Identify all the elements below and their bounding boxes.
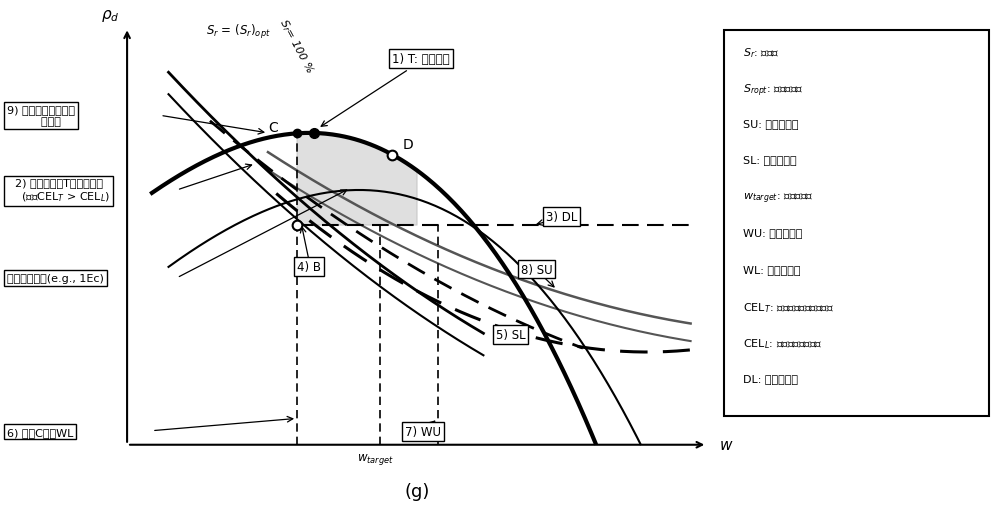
Text: 室内压实曲线(e.g., 1Ec): 室内压实曲线(e.g., 1Ec) — [7, 273, 104, 283]
Text: 6) 通过C点的WL: 6) 通过C点的WL — [7, 427, 73, 437]
Text: $\rho_d$: $\rho_d$ — [101, 8, 120, 24]
Text: $w_{target}$: $w_{target}$ — [357, 451, 394, 466]
Text: WU: 含水率上限: WU: 含水率上限 — [743, 228, 802, 238]
Text: 9) 填料压实质量可接
      受区域: 9) 填料压实质量可接 受区域 — [7, 106, 75, 127]
Text: WL: 含水率下限: WL: 含水率下限 — [743, 264, 800, 274]
Text: 1) T: 压实目标: 1) T: 压实目标 — [392, 53, 450, 66]
Text: C: C — [268, 121, 278, 135]
Text: 7) WU: 7) WU — [405, 425, 441, 438]
Text: $S_r$: 饱和度: $S_r$: 饱和度 — [743, 46, 780, 60]
Text: 5) SL: 5) SL — [496, 329, 525, 342]
Text: 3) DL: 3) DL — [546, 211, 577, 223]
Text: $S_r$ = $(S_r)_{opt}$: $S_r$ = $(S_r)_{opt}$ — [206, 23, 271, 41]
Polygon shape — [297, 134, 417, 226]
FancyBboxPatch shape — [724, 31, 989, 416]
Text: $S_{ropt}$: 最佳饱和度: $S_{ropt}$: 最佳饱和度 — [743, 82, 803, 98]
Text: $w_{target}$: 目标含水率: $w_{target}$: 目标含水率 — [743, 191, 813, 206]
Text: CEL$_L$: 室内压实能量水平: CEL$_L$: 室内压实能量水平 — [743, 337, 823, 351]
Text: 2) 通过目标点T的压实曲线
    (此处CEL$_T$ > CEL$_L$): 2) 通过目标点T的压实曲线 (此处CEL$_T$ > CEL$_L$) — [7, 178, 110, 204]
Text: 8) SU: 8) SU — [521, 263, 552, 276]
Text: $S_r$= 100 %: $S_r$= 100 % — [276, 17, 316, 76]
Text: CEL$_T$: 现场目标压实能量水平: CEL$_T$: 现场目标压实能量水平 — [743, 300, 834, 315]
Text: SL: 饱和度下限: SL: 饱和度下限 — [743, 155, 796, 165]
Text: SU: 饱和度上限: SU: 饱和度上限 — [743, 119, 798, 129]
Text: w: w — [720, 437, 732, 452]
Text: (g): (g) — [404, 482, 430, 500]
Text: D: D — [402, 138, 413, 152]
Text: DL: 压实度下限: DL: 压实度下限 — [743, 373, 798, 383]
Text: 4) B: 4) B — [297, 261, 321, 274]
